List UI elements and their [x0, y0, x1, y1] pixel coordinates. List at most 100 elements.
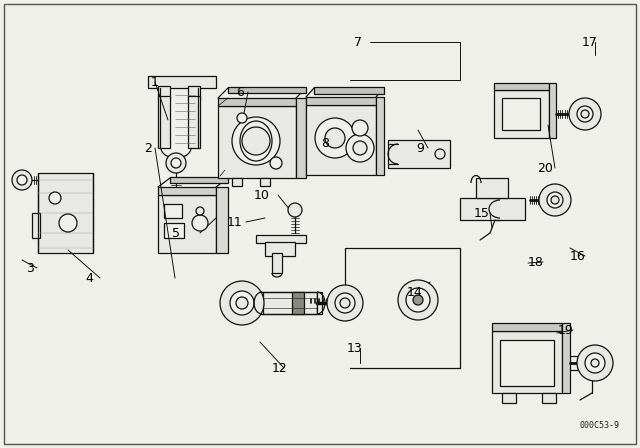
Circle shape — [577, 345, 613, 381]
Bar — [314, 87, 384, 94]
Text: 19: 19 — [558, 323, 574, 336]
Text: 7: 7 — [354, 35, 362, 48]
Bar — [502, 393, 516, 403]
Text: 1: 1 — [151, 76, 159, 89]
Bar — [216, 187, 228, 253]
Bar — [492, 323, 562, 331]
Bar — [158, 187, 216, 195]
Circle shape — [242, 127, 270, 155]
Bar — [164, 204, 182, 218]
Circle shape — [230, 291, 254, 315]
Bar — [494, 83, 549, 90]
Text: 18: 18 — [528, 255, 544, 268]
Circle shape — [171, 158, 181, 168]
Circle shape — [346, 134, 374, 162]
Text: 13: 13 — [347, 341, 363, 354]
Circle shape — [236, 297, 248, 309]
Circle shape — [325, 128, 345, 148]
Bar — [256, 235, 306, 243]
Bar — [258, 292, 263, 314]
Bar — [306, 105, 376, 175]
Bar — [272, 253, 282, 273]
Circle shape — [220, 281, 264, 325]
Text: 8: 8 — [321, 137, 329, 150]
Text: 11: 11 — [227, 215, 243, 228]
Circle shape — [398, 280, 438, 320]
Text: 12: 12 — [272, 362, 288, 375]
Text: 10: 10 — [254, 189, 270, 202]
Text: 17: 17 — [582, 35, 598, 48]
Text: 000C53-9: 000C53-9 — [580, 421, 620, 430]
Bar — [38, 173, 93, 253]
Circle shape — [232, 117, 280, 165]
Circle shape — [435, 149, 445, 159]
Text: 20: 20 — [537, 161, 553, 175]
Circle shape — [315, 118, 355, 158]
Circle shape — [288, 203, 302, 217]
Bar — [218, 98, 296, 106]
Bar — [502, 98, 540, 130]
Bar — [549, 83, 556, 138]
Bar — [188, 86, 200, 100]
Bar — [542, 393, 556, 403]
Bar — [460, 198, 525, 220]
Text: 3: 3 — [26, 262, 34, 275]
Circle shape — [406, 288, 430, 312]
Text: 5: 5 — [172, 227, 180, 240]
Circle shape — [547, 192, 563, 208]
Text: 15: 15 — [474, 207, 490, 220]
Bar — [317, 292, 322, 314]
Circle shape — [581, 110, 589, 118]
Bar — [260, 178, 270, 186]
Circle shape — [335, 293, 355, 313]
Bar — [306, 97, 376, 105]
Bar — [188, 96, 200, 148]
Circle shape — [413, 295, 423, 305]
Circle shape — [17, 175, 27, 185]
Bar — [500, 340, 554, 386]
Bar — [148, 76, 216, 88]
Bar — [232, 178, 242, 186]
Text: 9: 9 — [416, 142, 424, 155]
Bar — [376, 97, 384, 175]
Bar — [32, 213, 40, 238]
Text: 14: 14 — [407, 287, 423, 300]
Circle shape — [577, 106, 593, 122]
Circle shape — [196, 207, 204, 215]
Bar — [476, 178, 508, 198]
Bar — [292, 292, 304, 314]
Circle shape — [591, 359, 599, 367]
Bar — [170, 177, 228, 183]
Circle shape — [12, 170, 32, 190]
Circle shape — [539, 184, 571, 216]
Circle shape — [49, 192, 61, 204]
Circle shape — [270, 157, 282, 169]
Circle shape — [352, 120, 368, 136]
Bar — [218, 106, 296, 178]
Circle shape — [585, 353, 605, 373]
Bar — [562, 323, 570, 393]
Bar — [158, 86, 170, 100]
Bar — [228, 87, 306, 93]
Bar — [158, 195, 216, 253]
Bar — [158, 96, 170, 148]
Bar — [164, 223, 184, 238]
Circle shape — [551, 196, 559, 204]
Bar — [262, 292, 317, 314]
Circle shape — [192, 215, 208, 231]
Text: 4: 4 — [85, 271, 93, 284]
Circle shape — [59, 214, 77, 232]
Circle shape — [569, 98, 601, 130]
Circle shape — [237, 113, 247, 123]
Bar — [492, 331, 562, 393]
Text: 2: 2 — [144, 142, 152, 155]
Circle shape — [166, 153, 186, 173]
Bar — [265, 242, 295, 256]
Circle shape — [340, 298, 350, 308]
Text: 6: 6 — [236, 86, 244, 99]
Circle shape — [353, 141, 367, 155]
Bar — [388, 140, 450, 168]
Bar — [494, 90, 549, 138]
Text: 16: 16 — [570, 250, 586, 263]
Bar — [296, 98, 306, 178]
